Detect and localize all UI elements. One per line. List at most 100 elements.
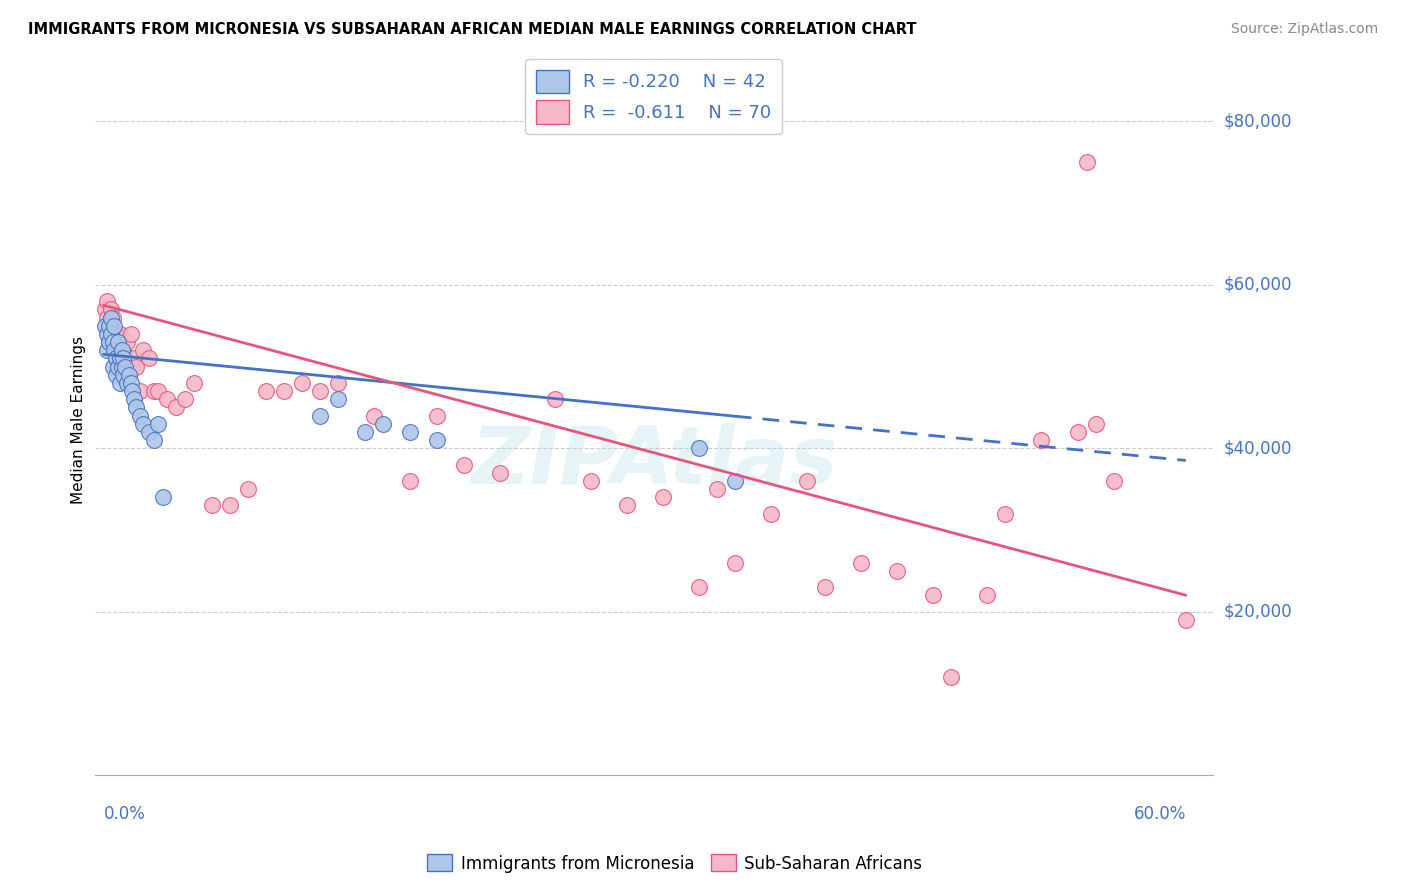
Point	[706, 482, 728, 496]
Point	[100, 318, 122, 333]
Point	[115, 376, 138, 390]
Point	[98, 318, 121, 333]
Point	[105, 359, 128, 374]
Point	[108, 343, 131, 358]
Text: Source: ZipAtlas.com: Source: ZipAtlas.com	[1230, 22, 1378, 37]
Point	[543, 392, 565, 407]
Point	[796, 474, 818, 488]
Point	[688, 441, 710, 455]
Point	[122, 392, 145, 407]
Point	[101, 334, 124, 349]
Text: $60,000: $60,000	[1225, 276, 1292, 293]
Point	[363, 409, 385, 423]
Point	[138, 425, 160, 439]
Text: $80,000: $80,000	[1225, 112, 1292, 130]
Point	[886, 564, 908, 578]
Point	[146, 417, 169, 431]
Point	[111, 351, 134, 366]
Point	[96, 326, 118, 341]
Point	[125, 401, 148, 415]
Point	[724, 474, 747, 488]
Point	[183, 376, 205, 390]
Point	[105, 334, 128, 349]
Point	[309, 409, 332, 423]
Point	[1076, 155, 1098, 169]
Point	[426, 433, 449, 447]
Point	[132, 417, 155, 431]
Point	[103, 318, 125, 333]
Point	[122, 351, 145, 366]
Point	[688, 580, 710, 594]
Point	[326, 376, 349, 390]
Point	[128, 409, 150, 423]
Text: 0.0%: 0.0%	[104, 805, 145, 823]
Point	[111, 359, 134, 374]
Point	[814, 580, 837, 594]
Point	[354, 425, 377, 439]
Point	[98, 334, 121, 349]
Point	[107, 351, 129, 366]
Point	[1084, 417, 1107, 431]
Point	[254, 384, 277, 398]
Point	[273, 384, 295, 398]
Point	[105, 351, 128, 366]
Point	[128, 384, 150, 398]
Point	[111, 343, 134, 358]
Point	[453, 458, 475, 472]
Point	[121, 384, 143, 398]
Point	[112, 351, 135, 366]
Point	[616, 499, 638, 513]
Point	[994, 507, 1017, 521]
Point	[118, 368, 141, 382]
Point	[941, 670, 963, 684]
Point	[651, 490, 673, 504]
Point	[108, 376, 131, 390]
Point	[100, 302, 122, 317]
Point	[976, 588, 998, 602]
Point	[579, 474, 602, 488]
Point	[152, 490, 174, 504]
Point	[121, 359, 143, 374]
Point	[201, 499, 224, 513]
Point	[98, 318, 121, 333]
Point	[1031, 433, 1053, 447]
Point	[114, 351, 136, 366]
Point	[426, 409, 449, 423]
Point	[96, 310, 118, 325]
Point	[94, 302, 117, 317]
Point	[399, 474, 422, 488]
Point	[125, 359, 148, 374]
Point	[373, 417, 395, 431]
Text: $40,000: $40,000	[1225, 439, 1292, 458]
Point	[156, 392, 179, 407]
Point	[309, 384, 332, 398]
Point	[143, 433, 166, 447]
Point	[218, 499, 240, 513]
Point	[112, 343, 135, 358]
Point	[108, 326, 131, 341]
Point	[101, 334, 124, 349]
Point	[146, 384, 169, 398]
Point	[112, 368, 135, 382]
Point	[94, 318, 117, 333]
Point	[132, 343, 155, 358]
Point	[120, 376, 142, 390]
Point	[115, 334, 138, 349]
Point	[1174, 613, 1197, 627]
Point	[96, 343, 118, 358]
Point	[1066, 425, 1088, 439]
Point	[108, 351, 131, 366]
Point	[173, 392, 195, 407]
Point	[105, 368, 128, 382]
Point	[100, 310, 122, 325]
Point	[1102, 474, 1125, 488]
Point	[326, 392, 349, 407]
Legend: Immigrants from Micronesia, Sub-Saharan Africans: Immigrants from Micronesia, Sub-Saharan …	[420, 847, 929, 880]
Point	[101, 359, 124, 374]
Y-axis label: Median Male Earnings: Median Male Earnings	[72, 335, 86, 504]
Text: 60.0%: 60.0%	[1133, 805, 1185, 823]
Point	[489, 466, 512, 480]
Point	[236, 482, 259, 496]
Point	[114, 359, 136, 374]
Point	[96, 294, 118, 309]
